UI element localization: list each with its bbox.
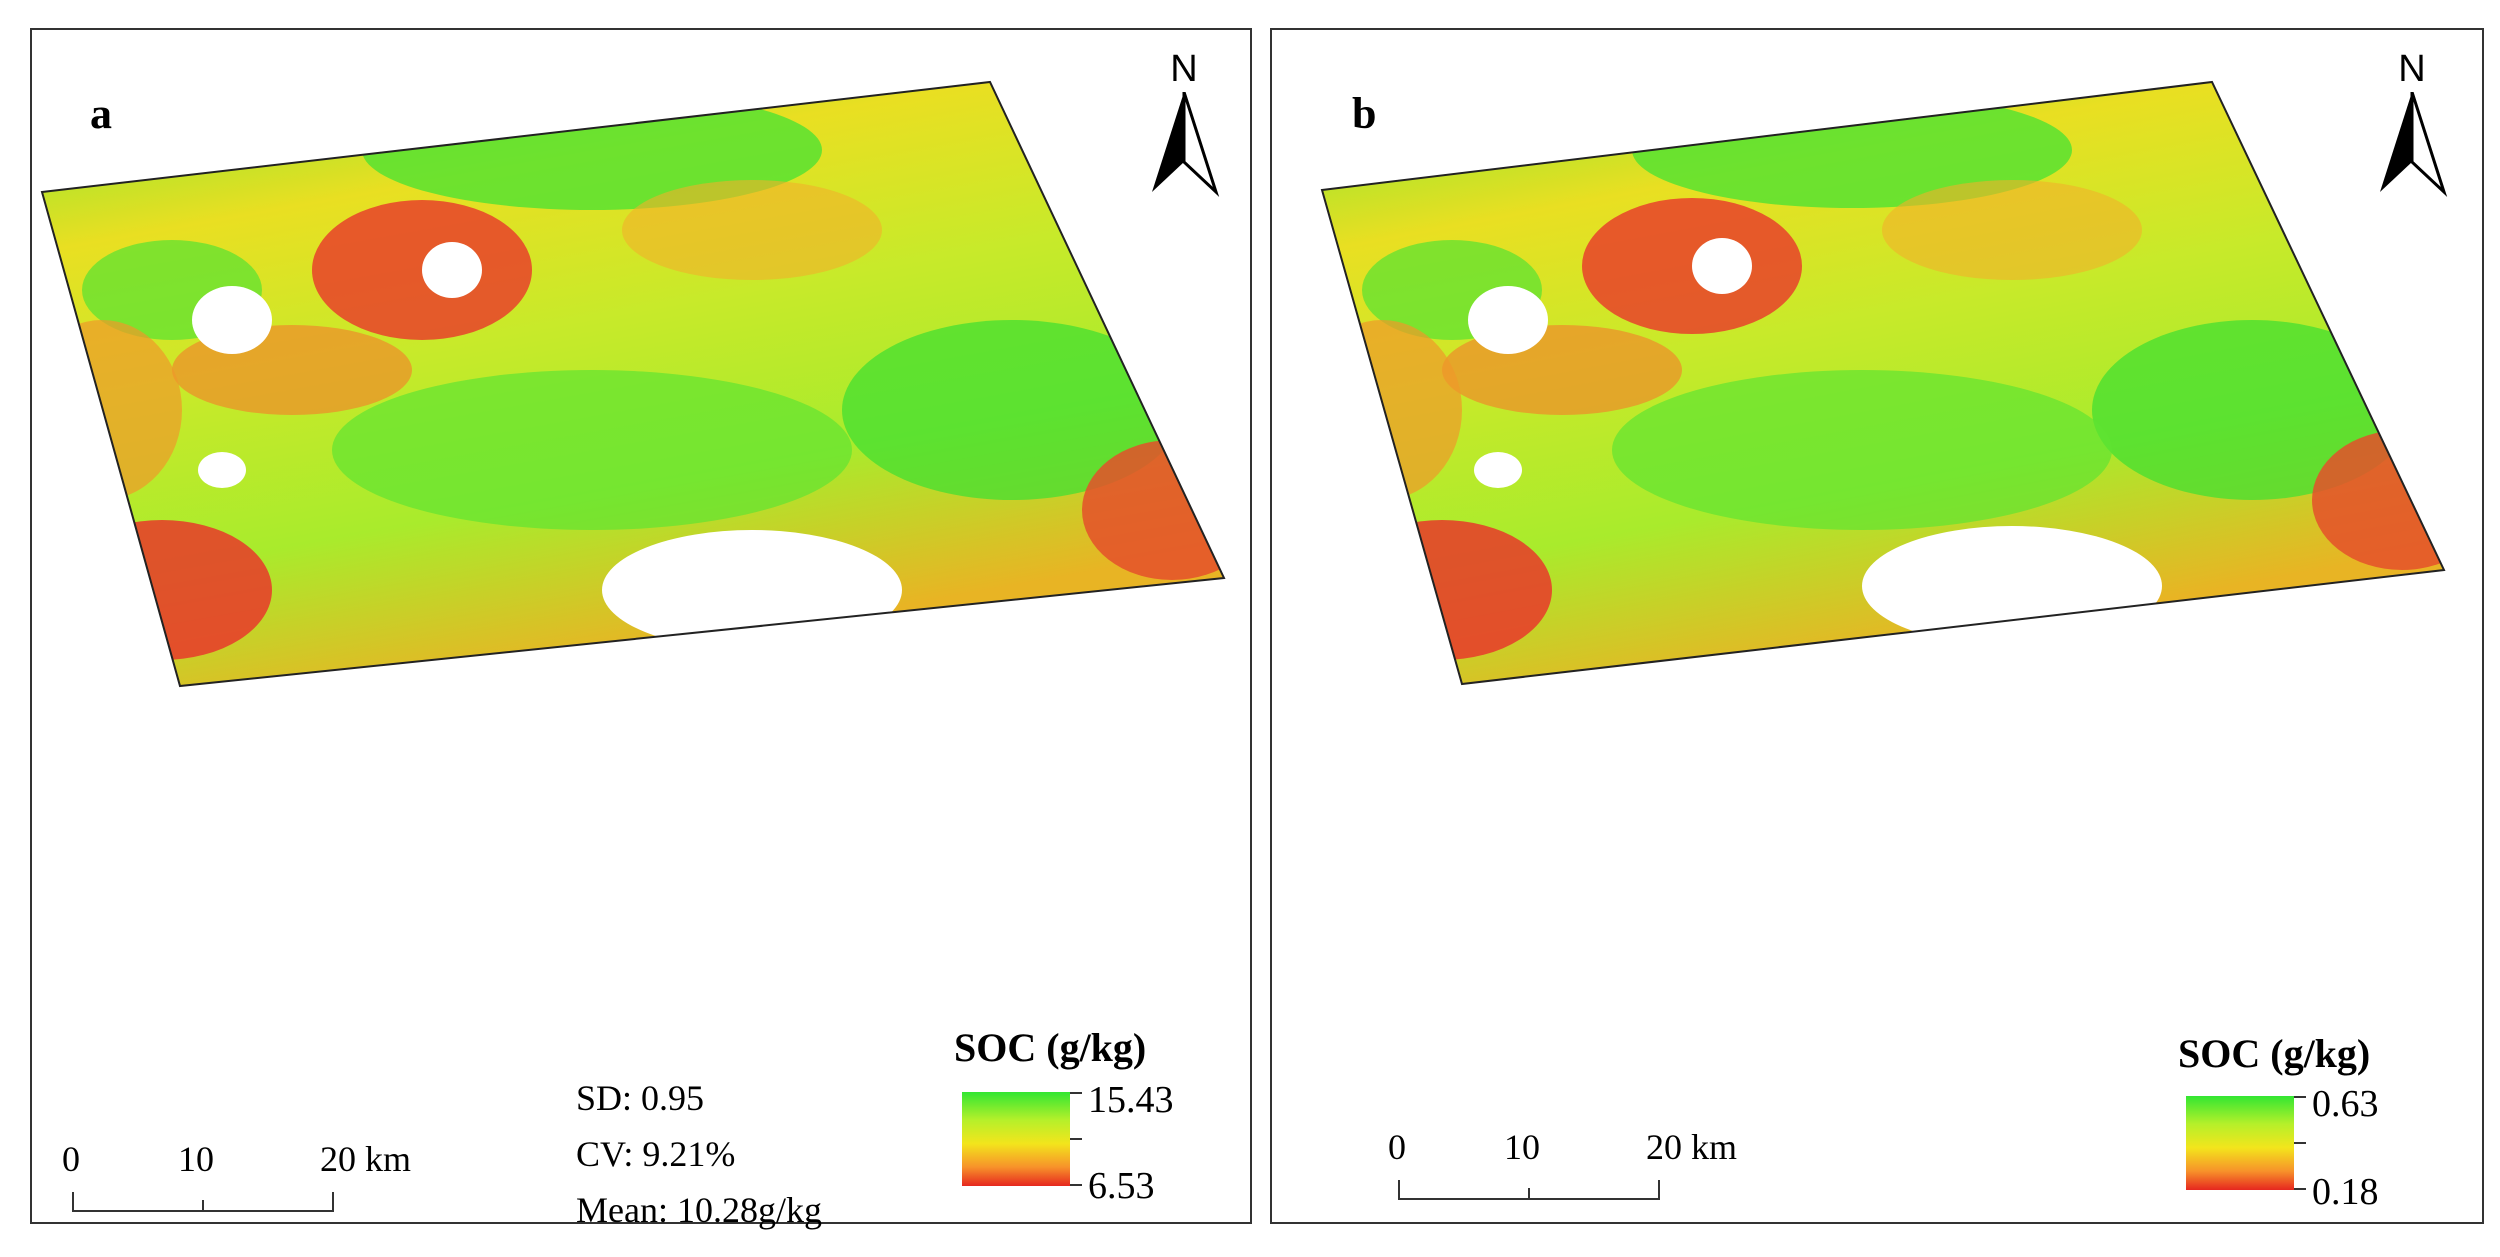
map-panel-b: b	[1270, 28, 2484, 1224]
legend-tick	[1070, 1138, 1082, 1140]
legend-color-ramp	[962, 1092, 1070, 1186]
scale-tick	[332, 1192, 334, 1212]
scale-label-20: 20 km	[1646, 1127, 1738, 1167]
north-letter: N	[2398, 48, 2426, 90]
north-arrow: N	[1144, 48, 1224, 208]
legend-tick	[2294, 1142, 2306, 1144]
legend-title: SOC (g/kg)	[954, 1025, 1147, 1070]
north-letter: N	[1170, 48, 1198, 90]
stat-cv: CV: 9.21%	[576, 1134, 736, 1174]
north-arrow-icon	[2380, 92, 2448, 198]
scale-tick	[202, 1200, 204, 1212]
stat-mean: Mean: 10.28g/kg	[576, 1190, 822, 1230]
scale-tick	[1658, 1180, 1660, 1200]
legend-title: SOC (g/kg)	[2178, 1031, 2371, 1076]
statistics-block: SD: 0.95 CV: 9.21% Mean: 10.28g/kg	[576, 1070, 822, 1238]
scale-bar: 0 10 20 km	[62, 1138, 411, 1228]
nodata-area	[422, 242, 482, 298]
nodata-area	[192, 286, 272, 354]
soc-raster-map	[1320, 80, 2446, 686]
nodata-lake	[1862, 526, 2162, 646]
high-soc-zone	[332, 370, 852, 530]
low-soc-zone	[1332, 520, 1552, 660]
mid-soc-zone	[622, 180, 882, 280]
map-panel-a: a	[30, 28, 1252, 1230]
nodata-area	[1468, 286, 1548, 354]
legend-max-value: 0.63	[2312, 1083, 2379, 1125]
map-outline	[1320, 80, 2446, 686]
low-soc-zone	[1322, 320, 1462, 500]
legend-min-value: 0.18	[2312, 1171, 2379, 1213]
scale-label-20: 20 km	[320, 1139, 412, 1179]
scale-label-0: 0	[62, 1139, 80, 1179]
scale-label-10: 10	[178, 1139, 214, 1179]
legend-tick	[1070, 1092, 1082, 1094]
north-arrow-icon	[1152, 92, 1220, 198]
scale-label-0: 0	[1388, 1127, 1406, 1167]
scale-tick	[72, 1192, 74, 1212]
scale-tick	[1528, 1188, 1530, 1200]
north-arrow: N	[2372, 48, 2452, 208]
low-soc-zone	[52, 520, 272, 660]
scale-label-10: 10	[1504, 1127, 1540, 1167]
mid-soc-zone	[1882, 180, 2142, 280]
map-outline	[40, 80, 1226, 688]
scale-tick	[1398, 1180, 1400, 1200]
soc-raster-map	[40, 80, 1226, 688]
nodata-area	[198, 452, 246, 488]
high-soc-zone	[842, 320, 1182, 500]
panel-label: a	[90, 89, 112, 138]
legend-tick	[2294, 1188, 2306, 1190]
high-soc-zone	[1612, 370, 2112, 530]
nodata-lake	[602, 530, 902, 650]
nodata-area	[1692, 238, 1752, 294]
high-soc-zone	[2092, 320, 2412, 500]
legend-color-ramp	[2186, 1096, 2294, 1190]
panel-label: b	[1352, 89, 1377, 138]
legend-min-value: 6.53	[1088, 1165, 1155, 1207]
legend-max-value: 15.43	[1088, 1079, 1174, 1121]
legend-tick	[2294, 1096, 2306, 1098]
scale-bar: 0 10 20 km	[1388, 1126, 1737, 1216]
legend-tick	[1070, 1184, 1082, 1186]
stat-sd: SD: 0.95	[576, 1078, 705, 1118]
low-soc-zone	[2312, 430, 2444, 570]
nodata-area	[1474, 452, 1522, 488]
